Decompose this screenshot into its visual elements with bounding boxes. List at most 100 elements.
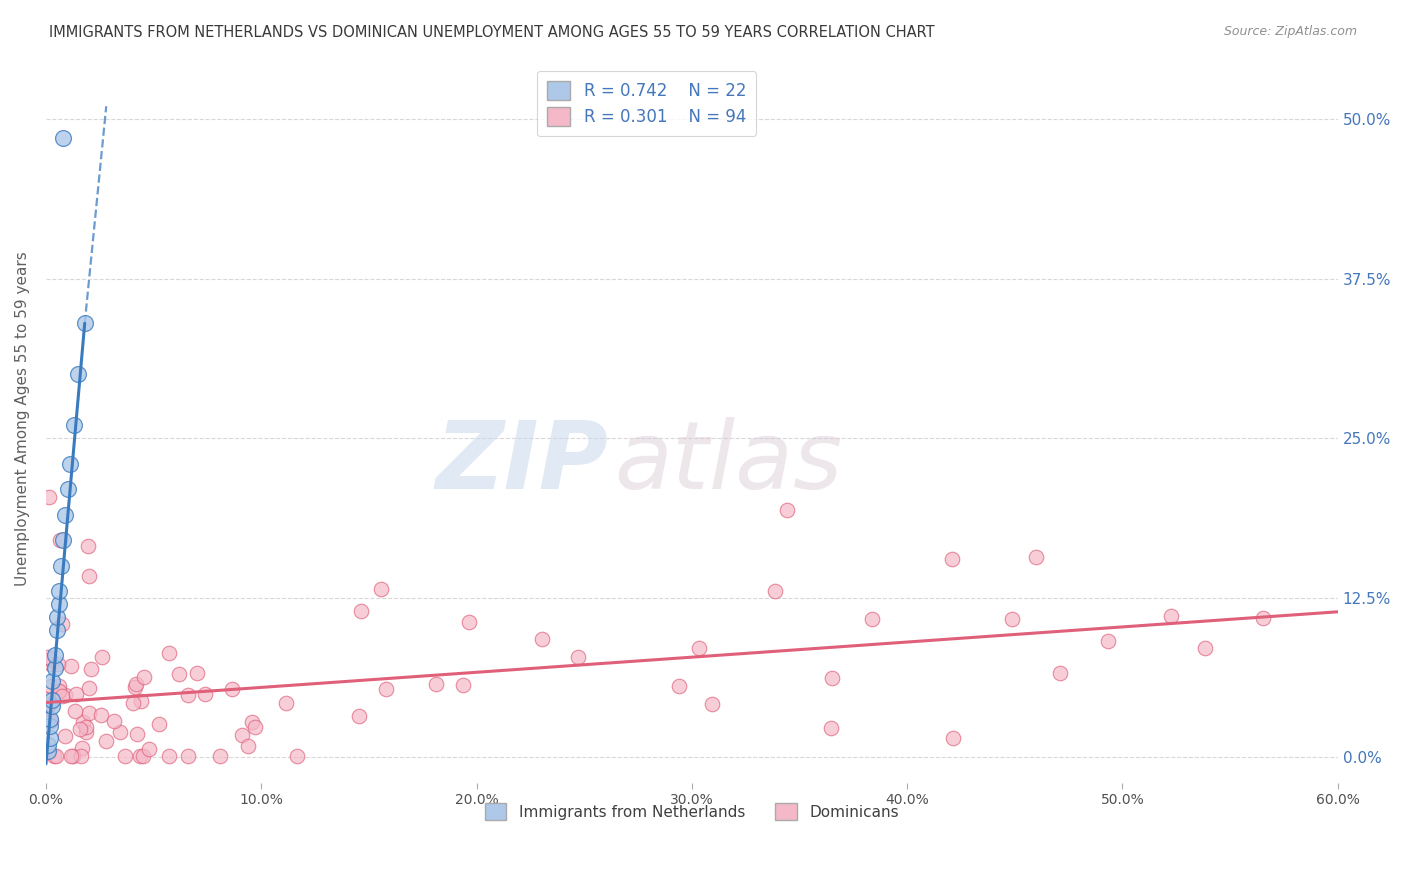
Point <box>177 688 200 702</box>
Point <box>103 714 125 728</box>
Point <box>41 714 63 729</box>
Point <box>37 711 59 725</box>
Point <box>37 650 59 665</box>
Point <box>62 749 84 764</box>
Point <box>350 603 373 617</box>
Text: atlas: atlas <box>614 417 842 508</box>
Point <box>138 741 160 756</box>
Point <box>75 721 97 735</box>
Point <box>41 699 63 714</box>
Point <box>668 679 690 693</box>
Point <box>48 683 70 698</box>
Point <box>186 666 208 681</box>
Point <box>108 725 131 739</box>
Point <box>776 503 799 517</box>
Point <box>1025 549 1047 564</box>
Point <box>941 731 963 745</box>
Point <box>820 721 842 735</box>
Y-axis label: Unemployment Among Ages 55 to 59 years: Unemployment Among Ages 55 to 59 years <box>15 252 30 586</box>
Point <box>67 368 90 382</box>
Text: Source: ZipAtlas.com: Source: ZipAtlas.com <box>1223 25 1357 38</box>
Point <box>208 749 231 764</box>
Point <box>374 682 396 697</box>
Point <box>49 533 72 547</box>
Point <box>1001 612 1024 626</box>
Point <box>148 717 170 731</box>
Point <box>49 558 72 573</box>
Point <box>458 615 481 630</box>
Point <box>274 696 297 710</box>
Point <box>48 679 70 693</box>
Point <box>37 738 59 752</box>
Point <box>132 749 155 764</box>
Point <box>53 508 76 522</box>
Point <box>37 744 59 758</box>
Point <box>240 714 263 729</box>
Point <box>1160 608 1182 623</box>
Point <box>567 650 589 665</box>
Point <box>531 632 554 646</box>
Point <box>51 617 73 632</box>
Point <box>238 739 260 753</box>
Point <box>39 697 62 711</box>
Point <box>763 583 786 598</box>
Point <box>125 677 148 691</box>
Point <box>129 694 152 708</box>
Point <box>38 490 60 504</box>
Point <box>132 670 155 684</box>
Point <box>177 749 200 764</box>
Point <box>45 610 67 624</box>
Point <box>194 687 217 701</box>
Point <box>53 688 76 702</box>
Point <box>347 709 370 723</box>
Point <box>1049 666 1071 681</box>
Point <box>1251 611 1274 625</box>
Point <box>48 597 70 611</box>
Point <box>44 648 66 663</box>
Text: IMMIGRANTS FROM NETHERLANDS VS DOMINICAN UNEMPLOYMENT AMONG AGES 55 TO 59 YEARS : IMMIGRANTS FROM NETHERLANDS VS DOMINICAN… <box>49 25 935 40</box>
Point <box>77 539 100 553</box>
Point <box>63 704 86 718</box>
Point <box>37 698 59 713</box>
Point <box>39 652 62 666</box>
Point <box>80 662 103 676</box>
Point <box>451 678 474 692</box>
Point <box>52 131 75 145</box>
Point <box>121 696 143 710</box>
Point <box>157 646 180 660</box>
Point <box>167 667 190 681</box>
Point <box>1097 634 1119 648</box>
Point <box>70 741 93 756</box>
Point <box>221 682 243 697</box>
Point <box>243 721 266 735</box>
Point <box>44 661 66 675</box>
Point <box>39 712 62 726</box>
Text: ZIP: ZIP <box>434 417 607 508</box>
Point <box>425 677 447 691</box>
Point <box>37 692 59 706</box>
Point <box>90 650 112 665</box>
Point <box>860 612 883 626</box>
Point <box>39 731 62 746</box>
Point <box>231 728 253 742</box>
Point <box>77 681 100 695</box>
Point <box>56 483 79 497</box>
Point <box>41 693 63 707</box>
Point <box>65 687 87 701</box>
Point <box>41 657 63 671</box>
Point <box>1194 640 1216 655</box>
Point <box>700 697 723 711</box>
Point <box>45 623 67 637</box>
Point <box>59 457 82 471</box>
Point <box>39 679 62 693</box>
Point <box>129 749 152 764</box>
Point <box>285 749 308 764</box>
Point <box>39 718 62 732</box>
Point <box>51 690 73 704</box>
Point <box>127 727 149 741</box>
Point <box>69 748 91 763</box>
Point <box>44 749 66 764</box>
Point <box>941 551 963 566</box>
Point <box>45 749 67 764</box>
Point <box>69 722 91 736</box>
